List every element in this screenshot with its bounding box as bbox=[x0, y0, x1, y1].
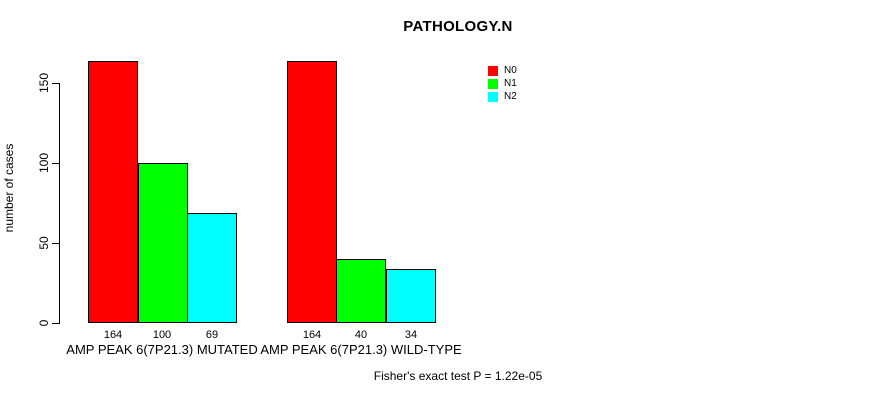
bar-value-label: 69 bbox=[205, 329, 219, 341]
legend-row-N2: N2 bbox=[488, 90, 517, 103]
bar-value-label: 34 bbox=[404, 329, 418, 341]
legend-row-N0: N0 bbox=[488, 64, 517, 77]
legend-label: N2 bbox=[504, 90, 517, 102]
y-tick-100 bbox=[52, 163, 59, 164]
legend: N0 N1 N2 bbox=[488, 64, 517, 103]
y-tick-label-0: 0 bbox=[37, 319, 51, 327]
legend-label: N1 bbox=[504, 77, 517, 89]
bar-N2-group2 bbox=[386, 269, 436, 323]
legend-swatch-N2 bbox=[488, 91, 498, 102]
chart-title: PATHOLOGY.N bbox=[403, 18, 513, 35]
bar-value-label: 40 bbox=[354, 329, 368, 341]
y-tick-label-100: 100 bbox=[37, 152, 51, 174]
legend-swatch-N1 bbox=[488, 78, 498, 89]
y-tick-label-150: 150 bbox=[37, 72, 51, 94]
bar-N1-group1 bbox=[138, 163, 188, 323]
y-tick-50 bbox=[52, 243, 59, 244]
y-axis-line bbox=[59, 83, 60, 324]
y-tick-150 bbox=[52, 83, 59, 84]
legend-label: N0 bbox=[504, 64, 517, 76]
group-label-1: AMP PEAK 6(7P21.3) MUTATED bbox=[66, 342, 258, 357]
bar-N1-group2 bbox=[336, 259, 386, 323]
y-tick-0 bbox=[52, 323, 59, 324]
bar-N0-group2 bbox=[287, 61, 337, 323]
group-label-2: AMP PEAK 6(7P21.3) WILD-TYPE bbox=[260, 342, 462, 357]
bar-N0-group1 bbox=[88, 61, 138, 323]
bar-N2-group1 bbox=[187, 213, 237, 323]
legend-swatch-N0 bbox=[488, 65, 498, 76]
bar-value-label: 100 bbox=[152, 329, 172, 341]
y-tick-label-50: 50 bbox=[37, 236, 51, 250]
stat-test-footnote: Fisher's exact test P = 1.22e-05 bbox=[373, 369, 543, 383]
y-axis-label: number of cases bbox=[2, 143, 16, 233]
bar-value-label: 164 bbox=[302, 329, 322, 341]
bar-value-label: 164 bbox=[103, 329, 123, 341]
legend-row-N1: N1 bbox=[488, 77, 517, 90]
